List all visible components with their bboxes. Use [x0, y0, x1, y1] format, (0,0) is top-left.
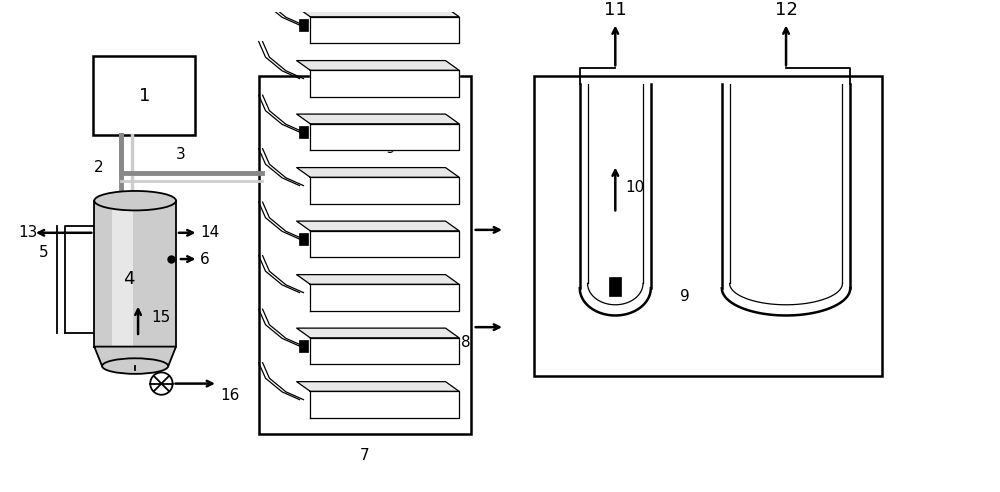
Ellipse shape	[102, 358, 168, 374]
Text: 16: 16	[221, 388, 240, 403]
Text: 8: 8	[461, 335, 471, 350]
Polygon shape	[297, 328, 459, 338]
Polygon shape	[310, 338, 459, 364]
Polygon shape	[297, 61, 459, 70]
Polygon shape	[310, 177, 459, 204]
Text: 15: 15	[152, 310, 171, 325]
Polygon shape	[310, 70, 459, 96]
Text: 2: 2	[94, 160, 104, 175]
Bar	[609, 277, 621, 296]
Polygon shape	[310, 391, 459, 418]
Bar	[534, 76, 882, 376]
Polygon shape	[310, 17, 459, 43]
Text: 9: 9	[680, 288, 690, 304]
Text: 12: 12	[775, 1, 797, 19]
Text: 13: 13	[18, 225, 38, 240]
Polygon shape	[310, 124, 459, 150]
Text: 10: 10	[625, 180, 644, 194]
Text: 7: 7	[360, 448, 370, 463]
Text: 9: 9	[386, 141, 396, 155]
Polygon shape	[310, 284, 459, 310]
Bar	[299, 126, 308, 138]
Polygon shape	[297, 114, 459, 124]
Polygon shape	[297, 168, 459, 177]
Text: 11: 11	[604, 1, 627, 19]
Polygon shape	[310, 231, 459, 257]
Text: 1: 1	[139, 87, 150, 105]
Polygon shape	[297, 382, 459, 391]
Bar	[299, 340, 308, 352]
Text: 5: 5	[39, 245, 49, 260]
Polygon shape	[297, 275, 459, 284]
Text: 14: 14	[200, 225, 220, 240]
Bar	[112, 201, 133, 347]
Polygon shape	[297, 7, 459, 17]
Bar	[94, 201, 176, 347]
Bar	[299, 19, 308, 31]
Ellipse shape	[94, 191, 176, 211]
Bar	[299, 233, 308, 245]
Polygon shape	[94, 347, 176, 366]
Circle shape	[150, 372, 173, 395]
Polygon shape	[297, 221, 459, 231]
Text: 6: 6	[200, 251, 210, 267]
Text: 3: 3	[176, 147, 186, 162]
Bar	[259, 76, 471, 434]
Bar	[93, 56, 195, 135]
Text: 4: 4	[123, 270, 134, 287]
